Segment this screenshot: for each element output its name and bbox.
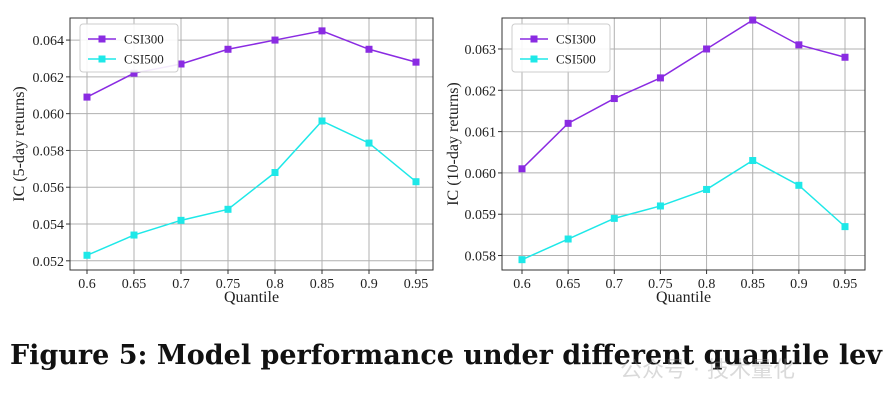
csi500-series-point xyxy=(365,139,373,147)
y-tick-label: 0.058 xyxy=(33,144,65,159)
plot-frame xyxy=(501,17,866,271)
x-tick-label: 0.75 xyxy=(648,277,673,292)
csi300-series-line xyxy=(521,19,846,170)
x-tick-label: 0.95 xyxy=(833,277,858,292)
csi300-series-point xyxy=(318,27,326,35)
legend-marker xyxy=(530,35,538,43)
x-tick-label: 0.6 xyxy=(78,277,96,292)
x-tick-label: 0.8 xyxy=(266,277,284,292)
csi300-series-point xyxy=(271,36,279,44)
x-tick-label: 0.95 xyxy=(404,277,429,292)
x-tick-label: 0.9 xyxy=(790,277,808,292)
legend: CSI300 CSI500 xyxy=(511,23,611,73)
csi500-series-point xyxy=(130,231,138,239)
x-tick-label: 0.7 xyxy=(172,277,190,292)
x-axis-label: Quantile xyxy=(224,289,279,306)
csi300-series-point xyxy=(656,74,664,82)
csi500-series-point xyxy=(224,205,232,213)
csi300-series-point xyxy=(703,45,711,53)
csi300-series-point xyxy=(518,165,526,173)
y-tick-label: 0.060 xyxy=(33,108,65,123)
x-axis-label: Quantile xyxy=(656,289,711,306)
y-tick-label: 0.060 xyxy=(465,167,497,182)
csi300-series-point xyxy=(365,45,373,53)
figure-caption: Figure 5: Model performance under differ… xyxy=(10,340,883,371)
csi300-series-point xyxy=(564,119,572,127)
y-tick-label: 0.052 xyxy=(33,255,65,270)
legend-label: CSI300 xyxy=(124,32,164,47)
plot-frame xyxy=(69,17,434,271)
csi500-series-point xyxy=(610,214,618,222)
csi500-series-line xyxy=(86,120,417,256)
csi300-series-point xyxy=(224,45,232,53)
csi500-series-point xyxy=(749,157,757,165)
csi500-series-point xyxy=(271,169,279,177)
x-tick-label: 0.8 xyxy=(698,277,716,292)
y-tick-label: 0.056 xyxy=(33,181,65,196)
x-tick-label: 0.85 xyxy=(740,277,765,292)
csi500-series-point xyxy=(83,251,91,259)
csi500-series-point xyxy=(518,256,526,264)
x-tick-label: 0.6 xyxy=(513,277,531,292)
csi500-series-point xyxy=(177,216,185,224)
y-tick-label: 0.061 xyxy=(465,126,497,141)
csi300-series-point xyxy=(841,53,849,61)
right-chart: 0.6 0.65 0.7 0.75 0.8 0.85 0.9 0.95 0.058 0.059 0.… xyxy=(445,16,866,306)
y-tick-label: 0.062 xyxy=(33,71,65,86)
legend-label: CSI300 xyxy=(556,32,596,47)
left-chart: 0.6 0.65 0.7 0.75 0.8 0.85 0.9 0.95 0.052 0.054 0.… xyxy=(11,17,434,306)
x-tick-label: 0.85 xyxy=(310,277,335,292)
x-tick-label: 0.7 xyxy=(606,277,624,292)
y-axis-label: IC (10-day returns) xyxy=(445,82,462,206)
y-tick-label: 0.062 xyxy=(465,84,497,99)
csi300-series-point xyxy=(130,69,138,77)
csi300-series-point xyxy=(83,93,91,101)
csi500-series-point xyxy=(703,185,711,193)
csi500-series-point xyxy=(564,235,572,243)
legend-marker xyxy=(530,55,538,63)
csi500-series-line xyxy=(521,159,846,261)
legend-marker xyxy=(98,55,106,63)
csi500-series-point xyxy=(795,181,803,189)
csi300-series-point xyxy=(412,58,420,66)
legend: CSI300 CSI500 xyxy=(79,23,179,73)
y-tick-label: 0.054 xyxy=(33,218,65,233)
y-axis-label: IC (5-day returns) xyxy=(11,86,28,202)
y-tick-label: 0.064 xyxy=(33,34,65,49)
csi300-series-point xyxy=(749,16,757,24)
y-tick-label: 0.063 xyxy=(465,43,497,58)
csi500-series-point xyxy=(318,117,326,125)
legend-label: CSI500 xyxy=(124,52,164,67)
csi500-series-point xyxy=(841,223,849,231)
x-tick-label: 0.65 xyxy=(122,277,147,292)
csi500-series-point xyxy=(656,202,664,210)
legend-marker xyxy=(98,35,106,43)
csi300-series-point xyxy=(795,41,803,49)
y-tick-label: 0.058 xyxy=(465,250,497,265)
x-tick-label: 0.9 xyxy=(360,277,378,292)
x-tick-label: 0.75 xyxy=(216,277,241,292)
x-tick-label: 0.65 xyxy=(556,277,581,292)
figure-panels: 0.6 0.65 0.7 0.75 0.8 0.85 0.9 0.95 0.052 0.054 0.… xyxy=(11,16,866,306)
legend-label: CSI500 xyxy=(556,52,596,67)
csi300-series-point xyxy=(177,60,185,68)
csi500-series-point xyxy=(412,178,420,186)
csi300-series-point xyxy=(610,95,618,103)
y-tick-label: 0.059 xyxy=(465,208,497,223)
